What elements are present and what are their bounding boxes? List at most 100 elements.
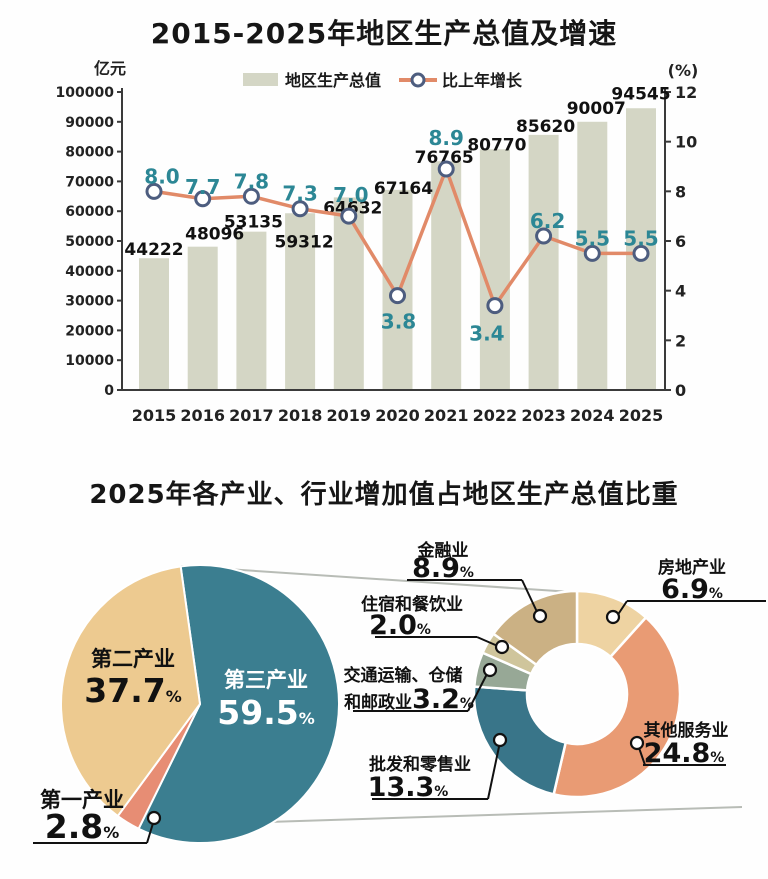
x-axis-year-label: 2017 <box>229 406 274 425</box>
gdp-value-label: 67164 <box>374 179 433 199</box>
top-chart-title: 2015-2025年地区生产总值及增速 <box>150 17 618 50</box>
pie-slice <box>137 564 340 844</box>
right-axis-tick-label: 8 <box>675 182 686 201</box>
growth-value-label: 3.4 <box>469 322 504 346</box>
donut-label-value: 8.9% <box>412 553 474 584</box>
left-axis-tick-label: 50000 <box>65 234 114 250</box>
right-axis-tick-label: 4 <box>675 282 686 301</box>
left-axis-tick-label: 30000 <box>65 294 114 310</box>
x-axis-year-label: 2019 <box>327 406 372 425</box>
growth-marker <box>291 200 309 218</box>
growth-value-label: 5.5 <box>575 226 610 250</box>
donut-leader-dot <box>629 735 645 751</box>
gdp-value-label: 94545 <box>611 84 670 104</box>
gdp-bar <box>333 197 364 390</box>
gdp-bar <box>236 231 267 390</box>
x-axis-year-label: 2024 <box>570 406 615 425</box>
donut-leader-dot <box>492 732 508 748</box>
donut-leader-line <box>521 579 539 615</box>
explode-connector-bottom <box>267 806 743 823</box>
tertiary-industry-label-name: 第三产业 <box>224 668 308 692</box>
x-axis-year-label: 2016 <box>180 406 225 425</box>
growth-value-label: 8.0 <box>144 164 179 188</box>
x-axis-year-label: 2015 <box>132 406 177 425</box>
gdp-value-label: 85620 <box>516 117 575 137</box>
gdp-bar <box>285 213 316 390</box>
x-axis-year-label: 2021 <box>424 406 469 425</box>
tertiary-industry-label-value: 59.5% <box>217 693 314 732</box>
growth-marker <box>242 187 260 205</box>
gdp-value-label: 90007 <box>567 99 626 119</box>
gdp-bar <box>139 258 169 390</box>
growth-marker <box>389 287 406 305</box>
left-axis-unit: 亿元 <box>94 59 126 78</box>
primary-leader-dot <box>146 810 162 826</box>
growth-marker <box>632 244 650 262</box>
donut-label-value: 2.0% <box>369 610 431 641</box>
growth-marker <box>535 227 553 245</box>
gdp-value-label: 48096 <box>185 225 244 245</box>
donut-label-value: 6.9% <box>661 574 723 605</box>
growth-marker <box>340 207 358 225</box>
x-axis-year-label: 2018 <box>278 406 323 425</box>
donut-leader-dot <box>532 608 548 624</box>
growth-marker <box>583 244 601 262</box>
donut-label-name: 房地产业 <box>658 557 726 578</box>
donut-leader-line <box>467 671 489 712</box>
gdp-bar <box>187 246 218 390</box>
growth-value-label: 3.8 <box>381 310 416 334</box>
x-axis-year-label: 2020 <box>375 406 420 425</box>
right-axis-tick-label: 0 <box>675 381 686 400</box>
donut-slice <box>552 615 682 799</box>
right-axis-tick-label: 12 <box>675 83 697 102</box>
donut-label-name: 金融业 <box>417 540 469 561</box>
donut-label-value: 和邮政业3.2% <box>344 684 474 715</box>
donut-slice <box>491 589 579 667</box>
industry-share-pies: 第三产业59.5%第二产业37.7%第一产业2.8%房地产业6.9%其他服务业2… <box>33 540 766 846</box>
left-axis-tick-label: 20000 <box>65 323 114 339</box>
secondary-industry-label-name: 第二产业 <box>91 647 175 671</box>
x-axis-year-label: 2022 <box>473 406 518 425</box>
donut-label-name: 交通运输、仓储 <box>344 665 463 686</box>
growth-value-label: 8.9 <box>428 126 463 150</box>
explode-connector-top <box>180 565 573 593</box>
line-series-marker <box>410 72 426 88</box>
gdp-value-label: 80770 <box>467 135 526 155</box>
donut-label-value: 24.8% <box>644 738 725 769</box>
gdp-value-label: 59312 <box>275 232 334 252</box>
donut-leader-dot <box>605 609 621 625</box>
primary-industry-label-value: 2.8% <box>45 807 120 846</box>
primary-industry-label-name: 第一产业 <box>40 788 124 812</box>
bar-series-label: 地区生产总值 <box>285 71 381 90</box>
growth-marker <box>486 297 504 315</box>
growth-marker <box>145 182 163 200</box>
x-axis-year-label: 2025 <box>619 406 664 425</box>
right-axis-tick-label: 6 <box>675 232 686 251</box>
left-axis-tick-label: 100000 <box>56 85 115 101</box>
gdp-value-label: 53135 <box>224 213 283 233</box>
right-axis-tick-label: 10 <box>675 133 697 152</box>
growth-value-label: 5.5 <box>623 226 658 250</box>
left-axis-tick-label: 10000 <box>65 353 114 369</box>
left-axis-tick-label: 80000 <box>65 145 114 161</box>
donut-label-name: 住宿和餐饮业 <box>361 594 463 615</box>
donut-leader-line <box>487 741 501 800</box>
pie-slice <box>60 565 202 818</box>
bottom-chart-title: 2025年各产业、行业增加值占地区生产总值比重 <box>89 480 679 510</box>
growth-marker <box>194 190 212 208</box>
gdp-bar <box>479 149 510 390</box>
gdp-bar <box>528 134 559 390</box>
left-axis-tick-label: 90000 <box>65 115 114 131</box>
left-axis-tick-label: 40000 <box>65 264 114 280</box>
growth-value-label: 7.0 <box>333 183 368 207</box>
top-chart-legend: 地区生产总值 比上年增长 <box>243 71 523 90</box>
growth-value-label: 6.2 <box>530 209 565 233</box>
gdp-value-label: 44222 <box>124 240 183 260</box>
gdp-value-label: 76765 <box>415 148 474 168</box>
donut-label-name: 其他服务业 <box>644 720 729 741</box>
bar-series-swatch <box>243 73 278 86</box>
donut-label-value: 13.3% <box>368 772 449 803</box>
gdp-bar-line-chart: 0 10000 20000 30000 40000 50000 60000 70000 8000… <box>56 83 698 425</box>
donut-leader-dot <box>482 662 498 678</box>
